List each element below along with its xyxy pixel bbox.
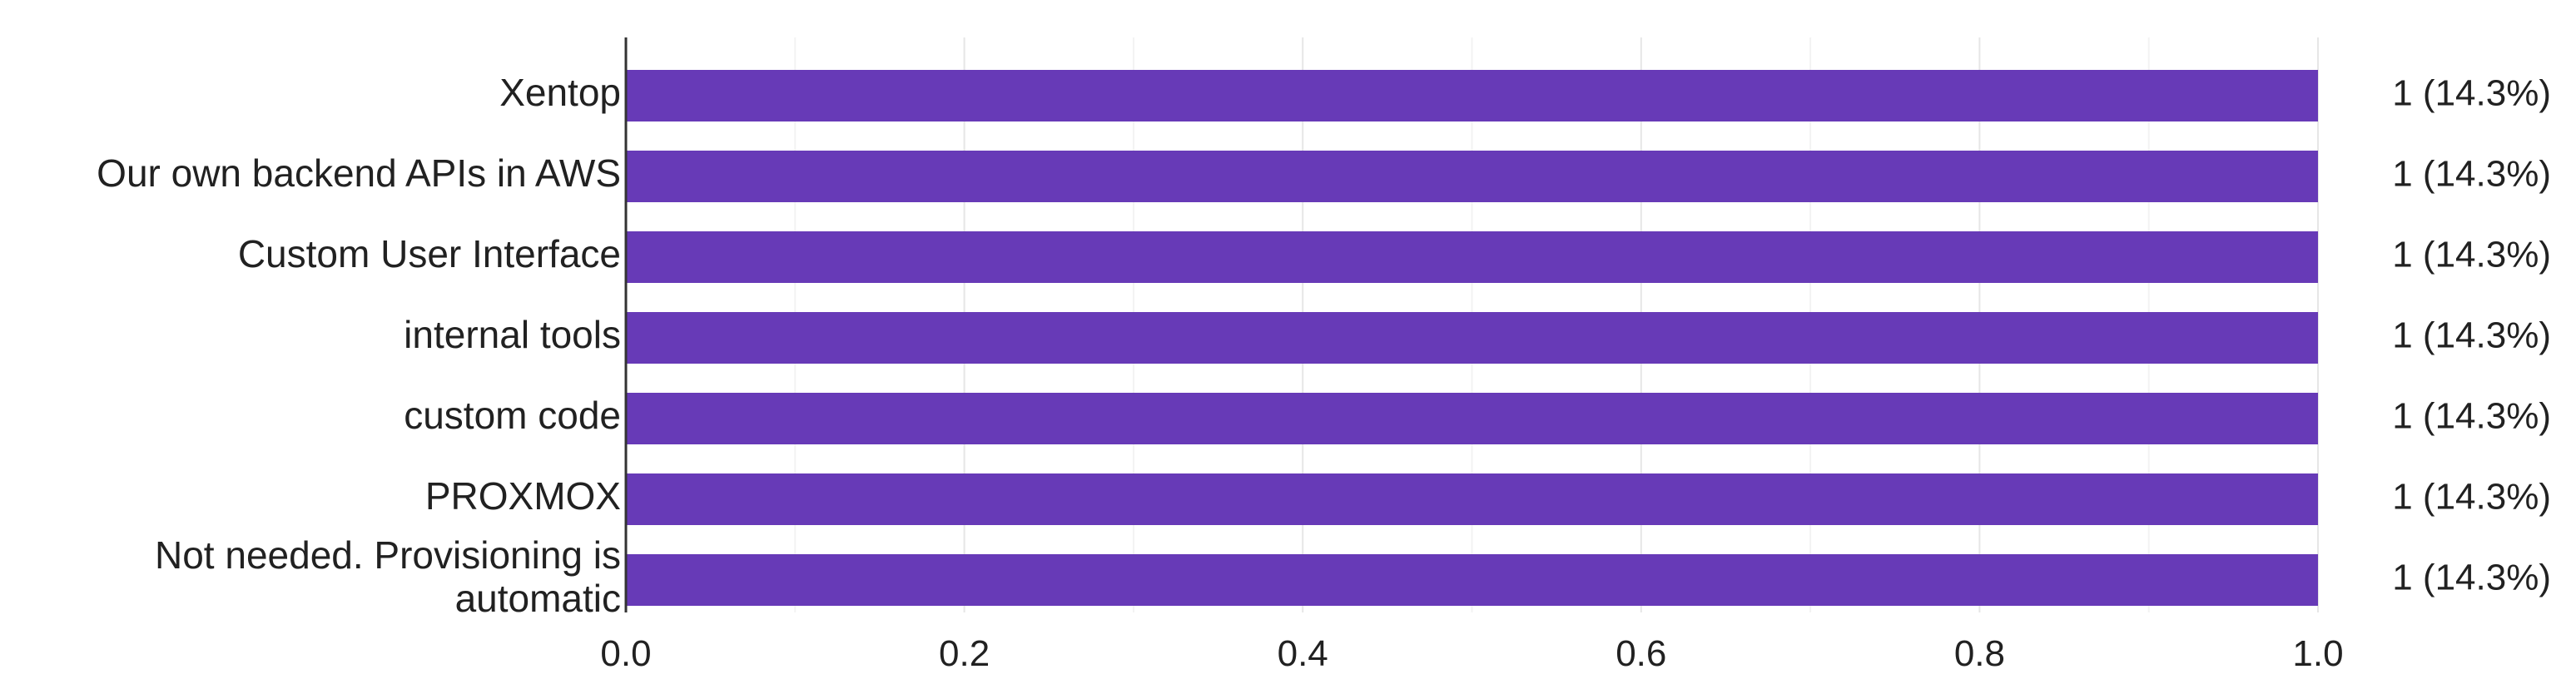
x-tick-label: 0.6 (1616, 633, 1666, 674)
category-label: internal tools (404, 313, 621, 356)
category-label: PROXMOX (425, 474, 621, 518)
bar (626, 151, 2318, 202)
bar (626, 70, 2318, 121)
data-label: 1 (14.3%) (2392, 235, 2551, 275)
category-label: Not needed. Provisioning is (155, 533, 621, 577)
category-label: Our own backend APIs in AWS (97, 151, 621, 195)
bars (626, 70, 2318, 606)
data-label: 1 (14.3%) (2392, 558, 2551, 598)
data-label: 1 (14.3%) (2392, 396, 2551, 437)
bar (626, 554, 2318, 606)
data-label: 1 (14.3%) (2392, 73, 2551, 114)
x-tick-label: 0.8 (1954, 633, 2005, 674)
data-labels: 1 (14.3%) 1 (14.3%) 1 (14.3%) 1 (14.3%) 1 (1… (2392, 73, 2551, 598)
bar (626, 312, 2318, 364)
x-tick-label: 0.4 (1278, 633, 1328, 674)
data-label: 1 (14.3%) (2392, 315, 2551, 356)
x-axis-ticks: 0.0 0.2 0.4 0.6 0.8 1.0 (600, 633, 2343, 674)
data-label: 1 (14.3%) (2392, 154, 2551, 195)
bar (626, 231, 2318, 283)
x-tick-label: 1.0 (2292, 633, 2343, 674)
x-tick-label: 0.0 (600, 633, 651, 674)
bar (626, 473, 2318, 525)
bar (626, 393, 2318, 444)
category-label: automatic (455, 577, 621, 620)
category-label: Xentop (499, 71, 621, 114)
category-labels: Xentop Our own backend APIs in AWS Custom … (97, 71, 621, 620)
category-label: custom code (404, 394, 621, 437)
x-tick-label: 0.2 (939, 633, 990, 674)
data-label: 1 (14.3%) (2392, 477, 2551, 518)
category-label: Custom User Interface (238, 232, 621, 275)
